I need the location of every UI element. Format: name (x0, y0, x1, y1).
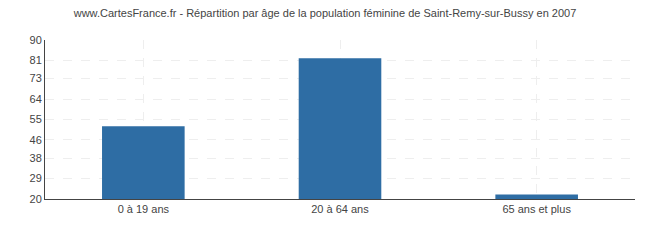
svg-text:73: 73 (30, 72, 42, 84)
svg-text:90: 90 (30, 34, 42, 46)
svg-text:www.CartesFrance.fr - Répartit: www.CartesFrance.fr - Répartition par âg… (73, 7, 577, 19)
svg-text:0 à 19 ans: 0 à 19 ans (118, 203, 170, 215)
svg-text:64: 64 (30, 93, 42, 105)
svg-text:38: 38 (30, 152, 42, 164)
svg-text:46: 46 (30, 134, 42, 146)
svg-text:81: 81 (30, 54, 42, 66)
svg-text:20 à 64 ans: 20 à 64 ans (311, 203, 369, 215)
svg-text:20: 20 (30, 193, 42, 205)
svg-text:29: 29 (30, 172, 42, 184)
svg-text:65 ans et plus: 65 ans et plus (502, 203, 571, 215)
svg-text:55: 55 (30, 113, 42, 125)
